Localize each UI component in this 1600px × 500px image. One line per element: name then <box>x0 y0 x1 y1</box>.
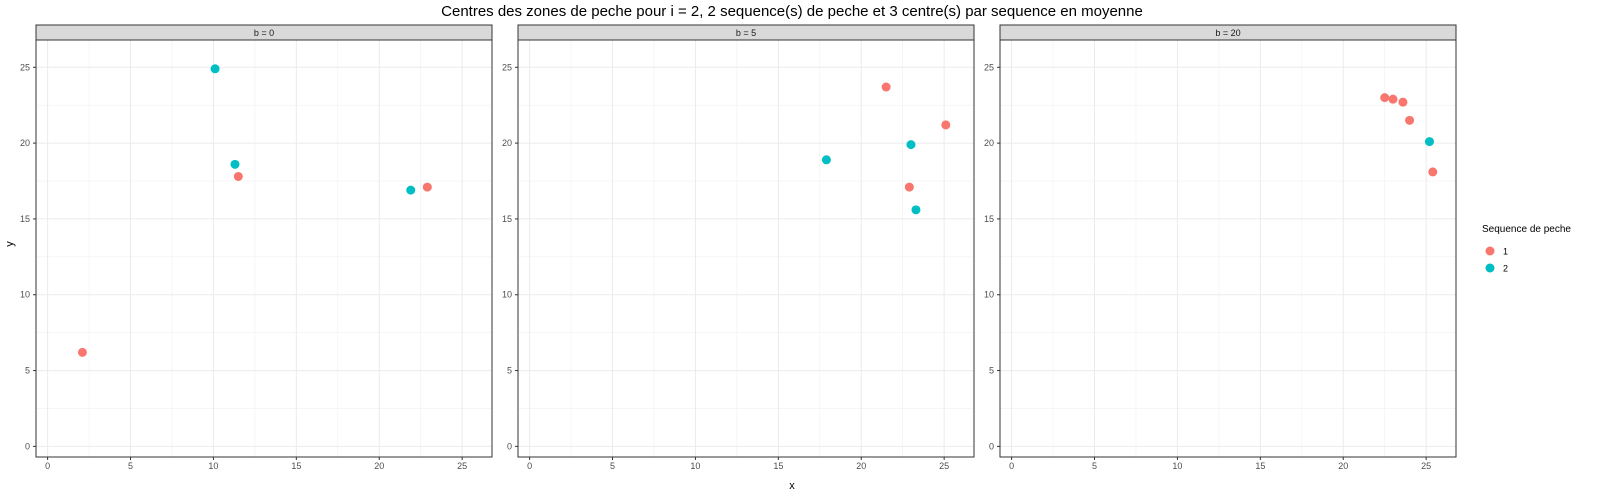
x-tick-label: 15 <box>773 461 783 471</box>
data-point-seq-1 <box>77 347 87 357</box>
y-tick-label: 25 <box>502 62 512 72</box>
y-tick-label: 0 <box>25 441 30 451</box>
x-tick-label: 25 <box>1421 461 1431 471</box>
panel-border <box>35 39 493 458</box>
y-tick-label: 15 <box>20 214 30 224</box>
data-point-seq-1 <box>941 120 951 130</box>
panel-border <box>999 39 1457 458</box>
data-point-seq-2 <box>821 155 831 165</box>
y-tick-label: 20 <box>502 138 512 148</box>
data-point-seq-1 <box>1380 93 1390 103</box>
x-tick-label: 15 <box>291 461 301 471</box>
x-tick-label: 5 <box>610 461 615 471</box>
y-tick-label: 5 <box>989 366 994 376</box>
x-tick-label: 10 <box>690 461 700 471</box>
legend-label-1: 1 <box>1503 247 1508 257</box>
x-tick-label: 0 <box>1009 461 1014 471</box>
y-tick-label: 0 <box>507 441 512 451</box>
facet-strip-label: b = 0 <box>254 28 274 38</box>
x-tick-label: 20 <box>374 461 384 471</box>
data-point-seq-2 <box>906 140 916 150</box>
x-tick-label: 10 <box>1172 461 1182 471</box>
chart-title: Centres des zones de peche pour i = 2, 2… <box>441 3 1143 20</box>
data-point-seq-1 <box>881 82 891 92</box>
legend-key-2 <box>1485 263 1495 273</box>
legend: Sequence de peche 1 2 <box>1482 224 1571 274</box>
y-tick-label: 20 <box>984 138 994 148</box>
data-point-seq-2 <box>1424 137 1434 147</box>
panel-border <box>517 39 975 458</box>
facet-panel: b = 0 0 5 10 15 20 25 0 5 10 15 20 25 <box>20 24 493 471</box>
x-tick-label: 0 <box>45 461 50 471</box>
x-tick-label: 20 <box>856 461 866 471</box>
y-axis-title: y <box>4 241 16 247</box>
facet-strip-label: b = 20 <box>1215 28 1240 38</box>
data-point-seq-2 <box>911 205 921 215</box>
y-tick-label: 25 <box>984 62 994 72</box>
x-tick-label: 0 <box>527 461 532 471</box>
y-tick-label: 20 <box>20 138 30 148</box>
y-tick-label: 25 <box>20 62 30 72</box>
x-tick-label: 5 <box>1092 461 1097 471</box>
data-point-seq-1 <box>904 182 914 192</box>
data-point-seq-1 <box>233 171 243 181</box>
data-point-seq-2 <box>230 159 240 169</box>
x-tick-label: 5 <box>128 461 133 471</box>
facet-panels: b = 0 0 5 10 15 20 25 0 5 10 15 20 25 b = 5 0 5 10 15 20 25… <box>20 24 1457 471</box>
y-tick-label: 5 <box>507 366 512 376</box>
data-point-seq-1 <box>422 182 432 192</box>
y-tick-label: 15 <box>502 214 512 224</box>
y-tick-label: 5 <box>25 366 30 376</box>
x-tick-label: 25 <box>457 461 467 471</box>
data-point-seq-2 <box>210 64 220 74</box>
x-tick-label: 15 <box>1255 461 1265 471</box>
data-point-seq-2 <box>406 185 416 195</box>
data-point-seq-1 <box>1405 115 1415 125</box>
x-tick-label: 25 <box>939 461 949 471</box>
y-tick-label: 10 <box>502 290 512 300</box>
y-tick-label: 10 <box>20 290 30 300</box>
facet-strip-label: b = 5 <box>736 28 756 38</box>
x-axis-title: x <box>789 480 795 492</box>
x-tick-label: 20 <box>1338 461 1348 471</box>
y-tick-label: 10 <box>984 290 994 300</box>
data-point-seq-1 <box>1388 94 1398 104</box>
x-tick-label: 10 <box>208 461 218 471</box>
y-tick-label: 0 <box>989 441 994 451</box>
facet-panel: b = 20 0 5 10 15 20 25 0 5 10 15 20 25 <box>984 24 1457 471</box>
legend-title: Sequence de peche <box>1482 224 1571 235</box>
data-point-seq-1 <box>1428 167 1438 177</box>
data-point-seq-1 <box>1398 97 1408 107</box>
legend-label-2: 2 <box>1503 264 1508 274</box>
y-tick-label: 15 <box>984 214 994 224</box>
legend-key-1 <box>1485 246 1495 256</box>
facet-panel: b = 5 0 5 10 15 20 25 0 5 10 15 20 25 <box>502 24 975 471</box>
